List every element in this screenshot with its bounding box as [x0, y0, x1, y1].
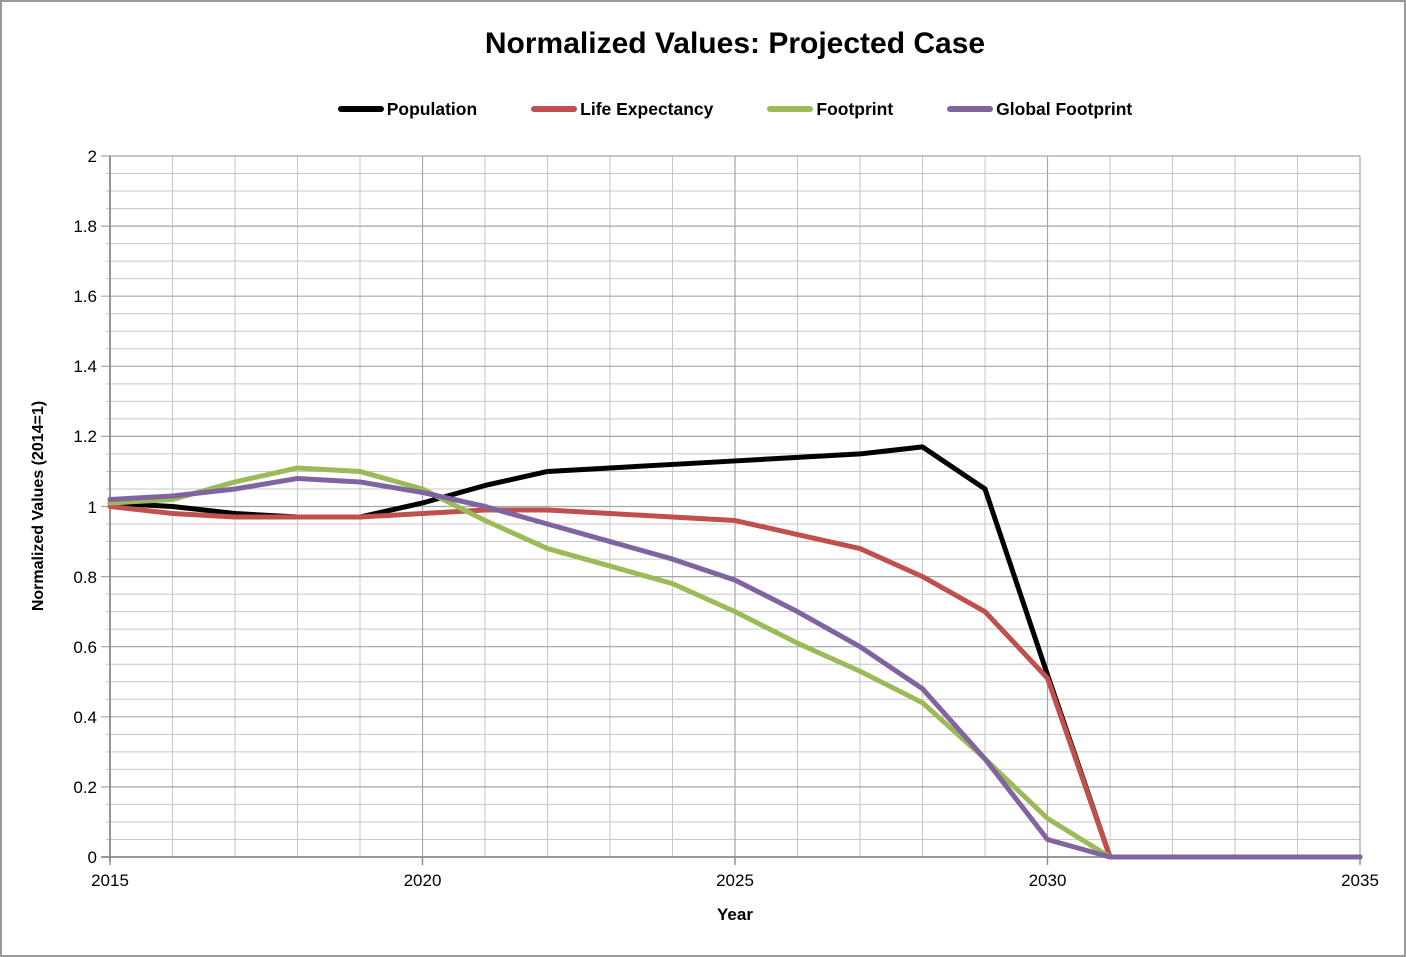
legend-item-global-footprint: Global Footprint — [947, 99, 1132, 120]
legend-swatch-life-expectancy — [531, 106, 578, 112]
legend-label-population: Population — [386, 98, 478, 119]
legend-label-global-footprint: Global Footprint — [996, 98, 1133, 119]
y-tick-label: 1.4 — [73, 357, 97, 377]
plot-area — [101, 155, 1363, 865]
y-tick-label: 0.8 — [73, 567, 97, 587]
legend-swatch-footprint — [767, 106, 814, 112]
y-tick-label: 2 — [87, 147, 97, 166]
x-tick-label: 2025 — [716, 871, 754, 890]
legend-label-life-expectancy: Life Expectancy — [580, 98, 714, 119]
chart-title: Normalized Values: Projected Case — [484, 27, 986, 60]
x-axis-title: Year — [717, 905, 753, 924]
legend-swatch-population — [337, 106, 384, 112]
x-tick-label: 2020 — [403, 871, 442, 890]
x-tick-label: 2030 — [1028, 871, 1067, 890]
y-tick-label: 0.2 — [73, 777, 97, 797]
x-tick-label: 2015 — [91, 871, 129, 890]
y-tick-label: 1.8 — [73, 217, 97, 237]
x-tick-label: 2035 — [1341, 871, 1379, 890]
legend-item-life-expectancy: Life Expectancy — [531, 99, 713, 120]
legend: Population Life Expectancy Footprint Glo… — [110, 96, 1360, 122]
legend-item-footprint: Footprint — [767, 99, 893, 120]
y-tick-label: 1.2 — [73, 427, 97, 447]
y-tick-label: 0.6 — [73, 637, 97, 657]
y-tick-label: 1 — [87, 497, 97, 517]
legend-swatch-global-footprint — [947, 106, 994, 112]
y-tick-label: 0 — [87, 848, 97, 867]
y-tick-label: 1.6 — [73, 287, 97, 307]
legend-label-footprint: Footprint — [816, 98, 894, 119]
y-tick-label: 0.4 — [73, 707, 97, 727]
legend-item-population: Population — [337, 98, 478, 120]
series-line-global-footprint — [107, 475, 1363, 860]
